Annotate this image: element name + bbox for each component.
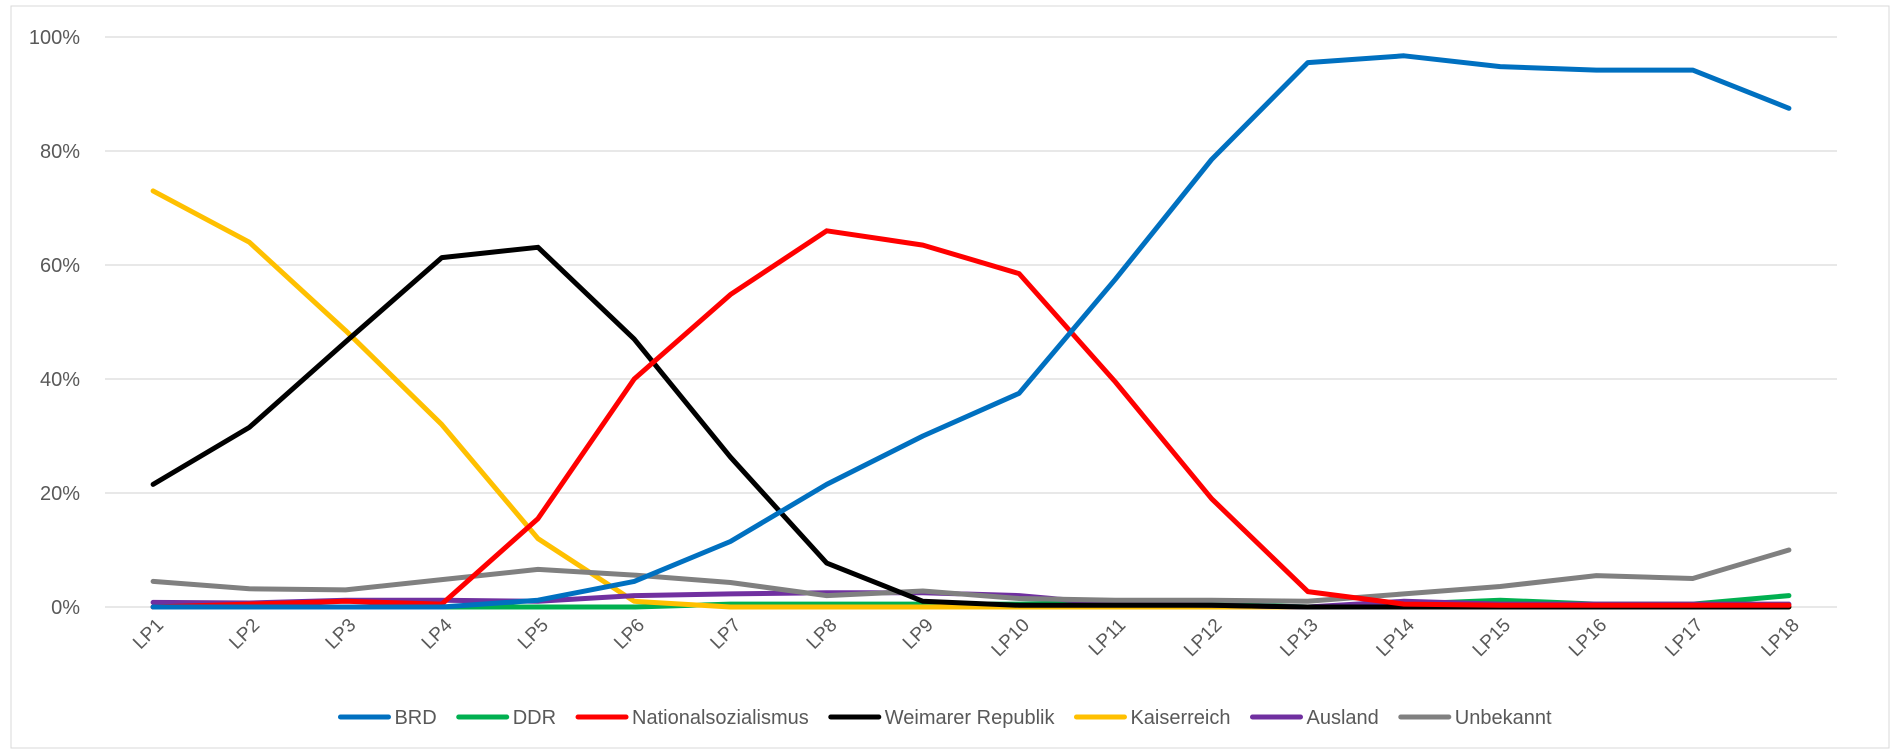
series-lines (150, 53, 1792, 610)
legend-label: Weimarer Republik (885, 707, 1056, 729)
y-tick-label: 40% (40, 369, 80, 391)
legend-label: Unbekannt (1455, 707, 1552, 729)
y-tick-label: 100% (29, 27, 80, 49)
legend-label: DDR (513, 707, 556, 729)
series-line-brd (150, 53, 1792, 610)
legend-label: BRD (394, 707, 436, 729)
legend: BRD DDR Nationalsozialismus Weimarer Republ… (337, 707, 1552, 729)
legend-label: Ausland (1307, 707, 1379, 729)
y-tick-label: 80% (40, 141, 80, 163)
y-axis-ticks: 0% 20% 40% 60% 80% 100% (29, 27, 80, 619)
y-tick-label: 60% (40, 255, 80, 277)
series-line-unbekannt (150, 547, 1792, 604)
y-tick-label: 20% (40, 483, 80, 505)
series-line-nationalsozialismus (150, 228, 1792, 610)
legend-label: Kaiserreich (1130, 707, 1230, 729)
chart-area-border (10, 5, 1890, 749)
y-tick-label: 0% (51, 597, 80, 619)
legend-label: Nationalsozialismus (632, 707, 809, 729)
